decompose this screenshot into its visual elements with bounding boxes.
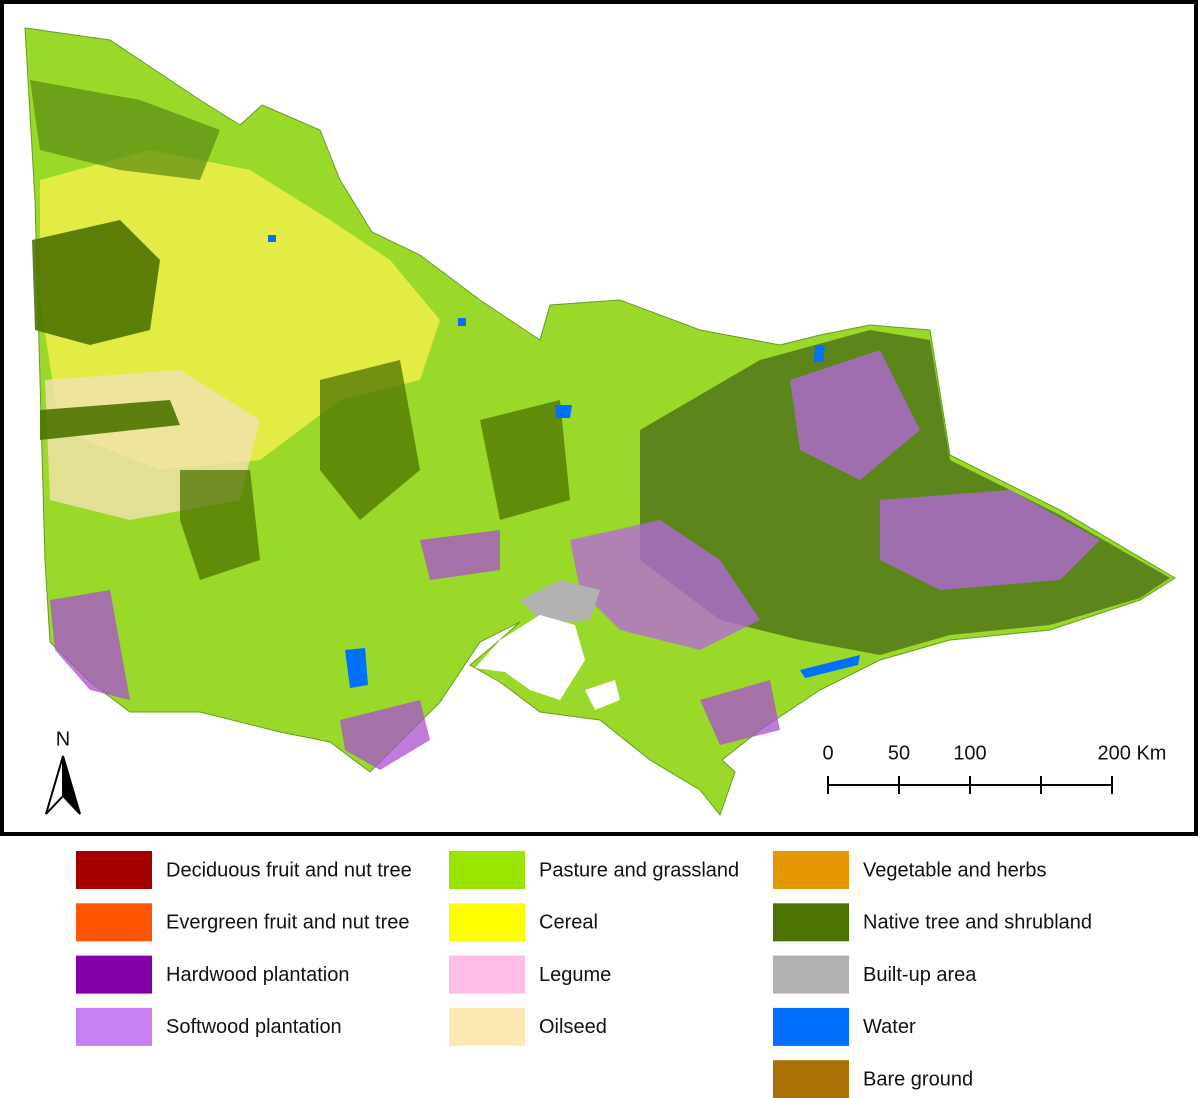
legend-label: Vegetable and herbs	[863, 859, 1047, 881]
legend-swatch	[76, 955, 152, 994]
legend-label: Native tree and shrubland	[863, 912, 1092, 934]
port-phillip-bay	[475, 615, 585, 700]
legend-label: Built-up area	[863, 964, 977, 986]
legend-swatch	[76, 851, 152, 889]
legend-swatch	[773, 955, 849, 994]
legend-swatch	[76, 1007, 152, 1046]
legend-label: Cereal	[539, 912, 598, 934]
legend-swatch	[773, 903, 849, 942]
legend-swatch	[76, 903, 152, 942]
legend-swatch	[773, 1060, 849, 1098]
legend-label: Bare ground	[863, 1068, 973, 1090]
western-port	[585, 680, 620, 710]
legend-swatch	[773, 1007, 849, 1046]
legend-swatch	[449, 1007, 525, 1046]
legend-label: Pasture and grassland	[539, 859, 739, 881]
north-label: N	[56, 728, 70, 750]
legend-label: Oilseed	[539, 1016, 607, 1038]
map	[24, 27, 1176, 817]
north-arrow-right	[62, 755, 81, 815]
legend-swatch	[449, 955, 525, 994]
native-region-west-2	[40, 400, 180, 440]
legend-swatch	[449, 903, 525, 942]
built-up-area	[520, 580, 600, 625]
legend-label: Evergreen fruit and nut tree	[166, 912, 409, 934]
legend-label: Legume	[539, 964, 611, 986]
softwood-region-east	[570, 350, 1100, 650]
scale-label: 100	[953, 742, 986, 764]
legend-label: Hardwood plantation	[166, 964, 349, 986]
legend-swatch	[449, 851, 525, 889]
native-region-north	[30, 80, 220, 180]
native-region-west	[32, 220, 160, 345]
legend-swatch	[773, 851, 849, 889]
native-region-central	[180, 360, 570, 580]
legend-label: Softwood plantation	[166, 1016, 342, 1038]
scale-label: 0	[822, 742, 833, 764]
legend-label: Water	[863, 1016, 916, 1038]
legend: Deciduous fruit and nut tree Evergreen fr…	[76, 851, 1092, 1098]
scale-label: 50	[888, 742, 910, 764]
softwood-region-west	[50, 530, 780, 770]
scale-bar: 0 50 100 200 Km	[822, 742, 1166, 794]
scale-label: 200 Km	[1098, 742, 1167, 764]
legend-label: Deciduous fruit and nut tree	[166, 859, 412, 881]
north-arrow: N	[45, 728, 81, 815]
